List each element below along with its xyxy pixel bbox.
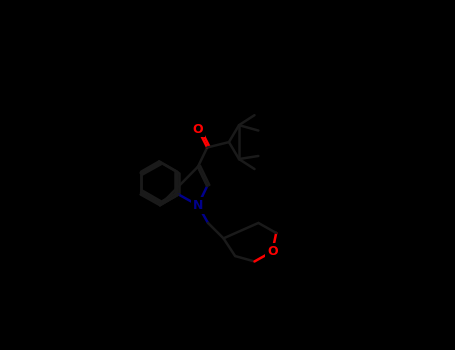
Text: O: O [192, 122, 203, 135]
Text: O: O [267, 245, 278, 258]
Text: N: N [193, 199, 203, 212]
